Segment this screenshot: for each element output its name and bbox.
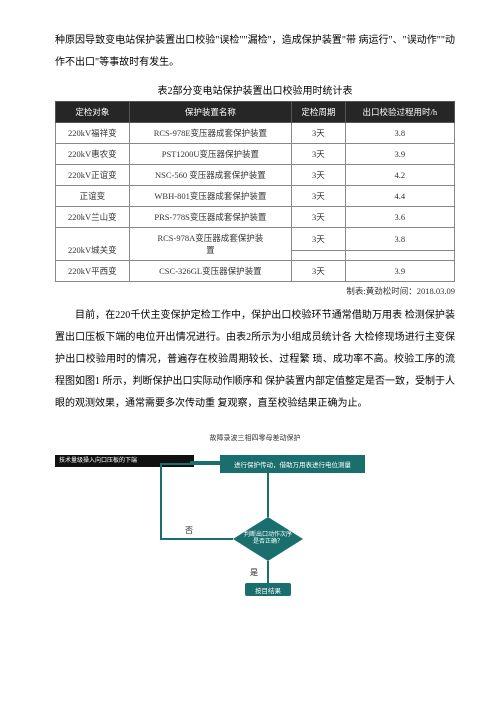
table-title: 表2部分变电站保护装置出口校验用时统计表 [55, 82, 455, 97]
cell: 3天 [292, 186, 346, 207]
paragraph-intro: 种原因导致变电站保护装置出口校验"误检""漏检"，造成保护装置"带 病运行"、"… [55, 30, 455, 74]
table-row: 220kV正谊变 NSC-560 变压器成套保护装置 3天 4.2 [56, 165, 455, 186]
flow-edge-no-v [160, 463, 162, 539]
flow-start-bar: 技术量级操入向口压板的下端 [55, 455, 194, 467]
flow-decision: 判断出口动作次序 是否正确？ [233, 517, 303, 561]
table-row: 220kV平西变 CSC-326GL变压器保护装置 3天 3.9 [56, 261, 455, 282]
cell [292, 251, 346, 261]
table-footer: 制表:黄劲松时间：2018.03.09 [55, 285, 455, 297]
flow-edge [267, 473, 269, 517]
paragraph-body: 目前，在220千伏主变保护定检工作中，保护出口校验环节通常借助万用表 检测保护装… [55, 305, 455, 415]
cell: NSC-560 变压器成套保护装置 [129, 165, 291, 186]
cell: 3.6 [345, 207, 454, 228]
cell: 3天 [292, 165, 346, 186]
cell [345, 251, 454, 261]
cell: RCS-978E变压器成套保护装置 [129, 123, 291, 144]
cell: PST1200U变压器保护装置 [129, 144, 291, 165]
stats-table: 定检对象 保护装置名称 定检周期 出口校验过程用时/h 220kV福祥变 RCS… [55, 101, 455, 282]
flow-label-yes: 是 [250, 567, 258, 578]
cell: 3.9 [345, 261, 454, 282]
cell: 220kV福祥变 [56, 123, 130, 144]
diamond-label: 判断出口动作次序 是否正确？ [233, 517, 303, 561]
cell: PRS-778S变压器成套保护装置 [129, 207, 291, 228]
flowchart: 技术量级操入向口压板的下端 进行保护传动，借助万用表进行电位测量 判断出口动作次… [55, 455, 455, 600]
cell: 3.8 [345, 123, 454, 144]
cell: 3天 [292, 261, 346, 282]
col-header: 出口校验过程用时/h [345, 102, 454, 123]
cell: 4.2 [345, 165, 454, 186]
col-header: 保护装置名称 [129, 102, 291, 123]
table-row: 220kV兰山变 PRS-778S变压器成套保护装置 3天 3.6 [56, 207, 455, 228]
col-header: 定检周期 [292, 102, 346, 123]
cell: 3天 [292, 123, 346, 144]
flow-edge-no-h [160, 538, 233, 540]
cell: 3天 [292, 207, 346, 228]
cell: 220kV兰山变 [56, 207, 130, 228]
flow-result: 按目结果 [245, 583, 291, 596]
cell: 220kV城关变 [56, 228, 130, 261]
cell: 220kV惠农变 [56, 144, 130, 165]
table-row: 220kV城关变 RCS-978A变压器成套保护装 置 3天 3.8 [56, 228, 455, 251]
cell: 3天 [292, 228, 346, 251]
cell: CSC-326GL变压器保护装置 [129, 261, 291, 282]
cell: 3.9 [345, 144, 454, 165]
cell: 220kV平西变 [56, 261, 130, 282]
cell: 220kV正谊变 [56, 165, 130, 186]
table-row: 正谊变 WBH-801变压器成套保护装置 3天 4.4 [56, 186, 455, 207]
cell-text: 220kV城关变 [68, 245, 117, 255]
flow-step-1: 进行保护传动，借助万用表进行电位测量 [220, 455, 365, 473]
cell: 正谊变 [56, 186, 130, 207]
table-row: 220kV惠农变 PST1200U变压器保护装置 3天 3.9 [56, 144, 455, 165]
table-row: 220kV福祥变 RCS-978E变压器成套保护装置 3天 3.8 [56, 123, 455, 144]
figure-area: 故障录波三相四零母差动保护 技术量级操入向口压板的下端 进行保护传动，借助万用表… [55, 433, 455, 600]
flow-label-no: 否 [185, 525, 193, 536]
flow-edge-no-top [160, 463, 220, 465]
cell: 3.8 [345, 228, 454, 251]
col-header: 定检对象 [56, 102, 130, 123]
figure-caption-top: 故障录波三相四零母差动保护 [55, 433, 455, 443]
cell: 3天 [292, 144, 346, 165]
cell: 4.4 [345, 186, 454, 207]
cell: WBH-801变压器成套保护装置 [129, 186, 291, 207]
flow-edge-yes [267, 561, 269, 583]
cell: RCS-978A变压器成套保护装 置 [129, 228, 291, 261]
